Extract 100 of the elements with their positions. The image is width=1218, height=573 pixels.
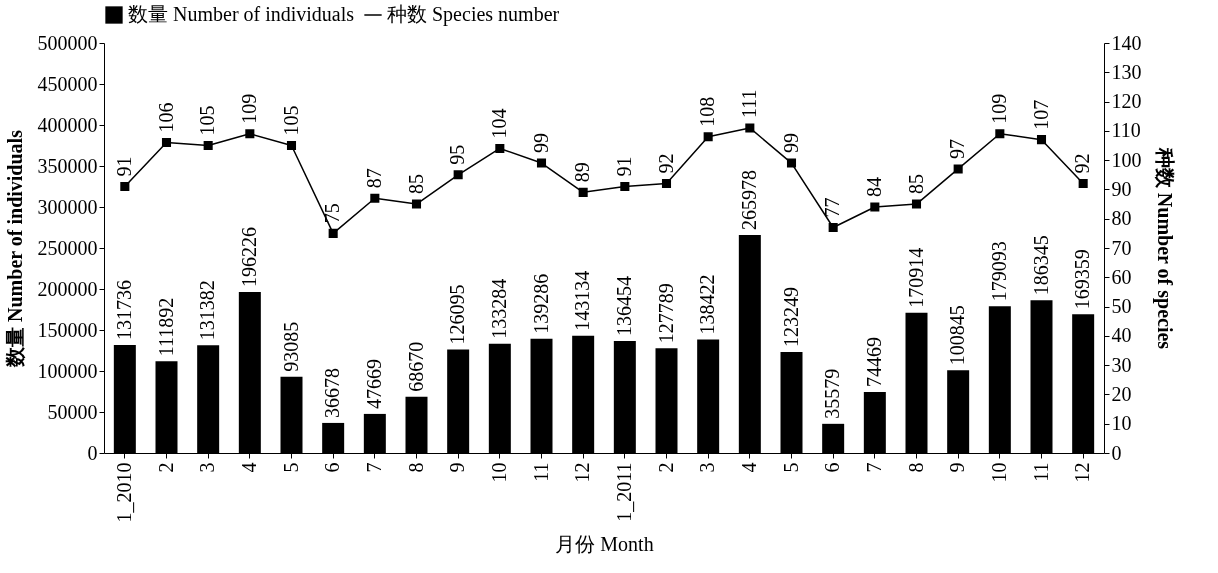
x-tick-label: 7	[362, 462, 385, 473]
data-label: 139286	[529, 273, 552, 334]
x-tick-label: 5	[279, 462, 302, 473]
data-label: 170914	[904, 247, 927, 308]
point	[828, 222, 838, 233]
x-tick-label: 6	[321, 462, 344, 473]
y-axis-title: 数量 Number of individuals	[3, 129, 26, 368]
y2-tick-label: 40	[1111, 324, 1132, 347]
point	[245, 129, 255, 139]
y2-tick-label: 10	[1111, 412, 1132, 435]
data-label: 99	[529, 133, 552, 154]
data-label: 36678	[321, 367, 344, 418]
data-label: 111892	[154, 297, 177, 357]
x-tick-label: 3	[196, 462, 219, 473]
y2-tick-label: 0	[1111, 441, 1122, 464]
data-label: 97	[946, 138, 969, 159]
data-label: 91	[612, 156, 635, 177]
data-label: 131736	[112, 279, 135, 340]
data-label: 143134	[571, 270, 594, 331]
data-label: 47669	[362, 358, 385, 409]
data-label: 85	[404, 174, 427, 195]
data-label: 126095	[446, 284, 469, 345]
point	[578, 187, 588, 197]
y-tick-label: 50000	[47, 400, 98, 423]
data-label: 131382	[196, 280, 219, 341]
point	[911, 199, 922, 209]
data-label: 95	[446, 144, 469, 165]
data-label: 89	[571, 162, 594, 183]
x-tick-label: 12	[571, 462, 594, 483]
data-label: 123249	[779, 286, 802, 347]
point	[203, 140, 213, 151]
point	[370, 193, 380, 203]
x-tick-label: 9	[946, 462, 969, 473]
y2-tick-label: 90	[1111, 177, 1132, 200]
y-tick-label: 0	[87, 441, 98, 464]
legend-label: 数量 Number of individuals	[128, 3, 355, 25]
y-tick-label: 300000	[37, 195, 98, 218]
x-tick-label: 3	[696, 462, 719, 473]
x-tick-label: 11	[1029, 462, 1052, 482]
data-label: 109	[237, 93, 260, 124]
x-tick-label: 10	[487, 462, 510, 483]
x-tick-label: 9	[446, 462, 469, 473]
data-label: 109	[987, 93, 1010, 124]
y-tick-label: 400000	[37, 113, 98, 136]
point	[745, 123, 755, 133]
y2-tick-label: 70	[1111, 236, 1132, 259]
data-label: 68670	[404, 341, 427, 392]
y-tick-label: 150000	[37, 318, 98, 341]
data-label: 85	[904, 174, 927, 195]
point	[536, 158, 547, 168]
x-tick-label: 4	[737, 462, 760, 473]
data-label: 92	[1071, 153, 1094, 174]
data-label: 107	[1029, 99, 1052, 130]
x-tick-label: 2	[154, 462, 177, 473]
y-tick-label: 100000	[37, 359, 98, 382]
x-tick-label: 6	[821, 462, 844, 473]
y-tick-label: 200000	[37, 277, 98, 300]
x-tick-label: 2	[654, 462, 677, 473]
data-label: 77	[821, 197, 844, 218]
y2-tick-label: 50	[1111, 295, 1132, 318]
point	[786, 158, 797, 168]
x-tick-label: 7	[862, 462, 885, 473]
y-tick-label: 450000	[37, 72, 98, 95]
data-label: 92	[654, 153, 677, 174]
x-tick-label: 1_2010	[112, 462, 135, 523]
y2-tick-label: 30	[1111, 353, 1132, 376]
x-tick-label: 8	[404, 462, 427, 473]
point	[495, 143, 505, 153]
y2-tick-label: 110	[1111, 119, 1141, 142]
data-label: 138422	[696, 274, 719, 335]
data-label: 111	[737, 89, 760, 118]
y2-axis-title: 种数 Number of species	[1152, 146, 1176, 350]
data-label: 91	[112, 156, 135, 177]
data-label: 75	[321, 203, 344, 224]
point	[1036, 135, 1047, 145]
data-label: 179093	[987, 241, 1010, 302]
data-label: 74469	[862, 336, 885, 387]
point	[1078, 179, 1088, 189]
point	[870, 202, 880, 212]
y2-tick-label: 100	[1111, 148, 1142, 171]
data-label: 105	[279, 105, 302, 136]
data-label: 105	[196, 105, 219, 136]
data-label: 87	[362, 168, 385, 189]
legend-label: 种数 Species number	[387, 3, 560, 26]
point	[161, 138, 172, 148]
data-label: 84	[862, 177, 885, 197]
x-tick-label: 12	[1071, 462, 1094, 483]
point	[411, 199, 422, 209]
x-tick-label: 5	[779, 462, 802, 473]
data-label: 106	[154, 102, 177, 133]
data-label: 265978	[737, 169, 760, 230]
y2-tick-label: 120	[1111, 90, 1142, 113]
data-label: 99	[779, 133, 802, 154]
x-tick-label: 11	[529, 462, 552, 482]
point	[703, 132, 713, 142]
point	[953, 164, 963, 174]
y2-tick-label: 80	[1111, 207, 1132, 230]
x-tick-label: 4	[237, 462, 260, 473]
data-label: 133284	[487, 278, 510, 339]
point	[661, 179, 672, 189]
